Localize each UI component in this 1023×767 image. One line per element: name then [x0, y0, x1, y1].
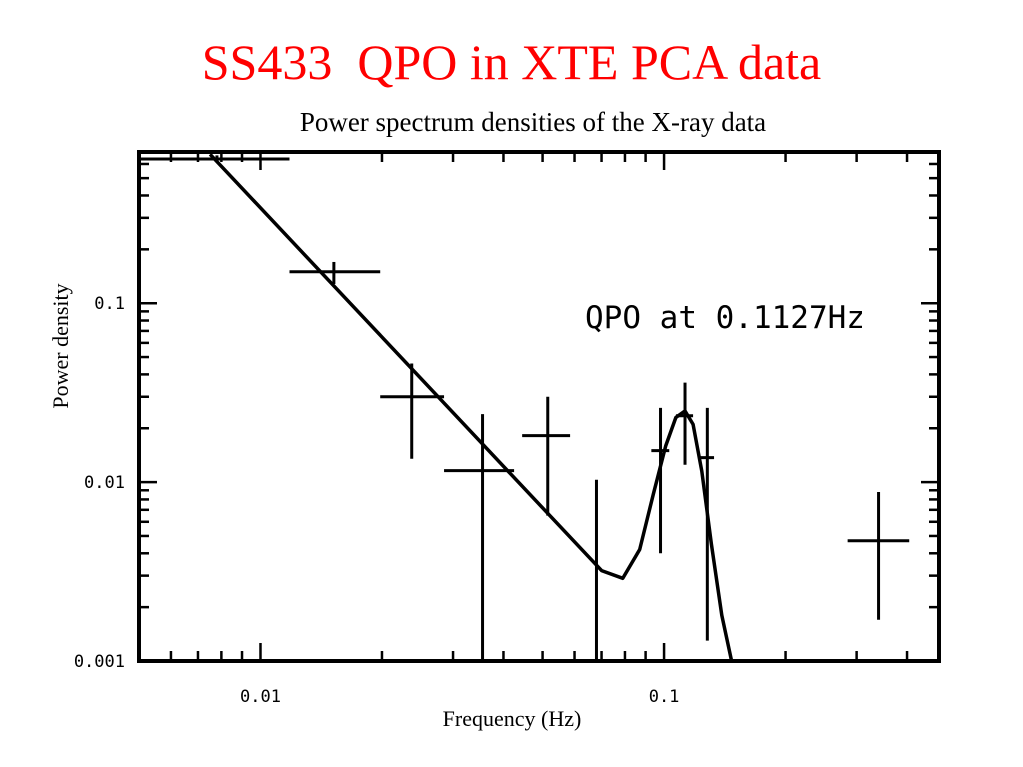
- data-point: [289, 261, 381, 285]
- y-tick-label: 0.01: [84, 473, 125, 493]
- chart-title: Power spectrum densities of the X-ray da…: [300, 107, 766, 137]
- y-axis-label: Power density: [48, 283, 73, 408]
- data-point: [675, 382, 694, 465]
- y-tick-label: 0.1: [94, 294, 125, 314]
- qpo-annotation: QPO at 0.1127Hz: [585, 300, 865, 336]
- slide-title: SS433 QPO in XTE PCA data: [201, 34, 822, 90]
- data-point: [651, 407, 670, 554]
- plot-frame: [137, 150, 941, 663]
- data-point: [847, 492, 910, 620]
- x-axis-label: Frequency (Hz): [443, 706, 582, 731]
- y-tick-label: 0.001: [74, 652, 125, 672]
- x-tick-label: 0.01: [240, 687, 281, 707]
- x-tick-label: 0.1: [649, 687, 680, 707]
- data-point: [380, 363, 445, 459]
- data-point: [444, 414, 515, 661]
- data-point: [522, 396, 571, 516]
- model-curve: [208, 153, 734, 662]
